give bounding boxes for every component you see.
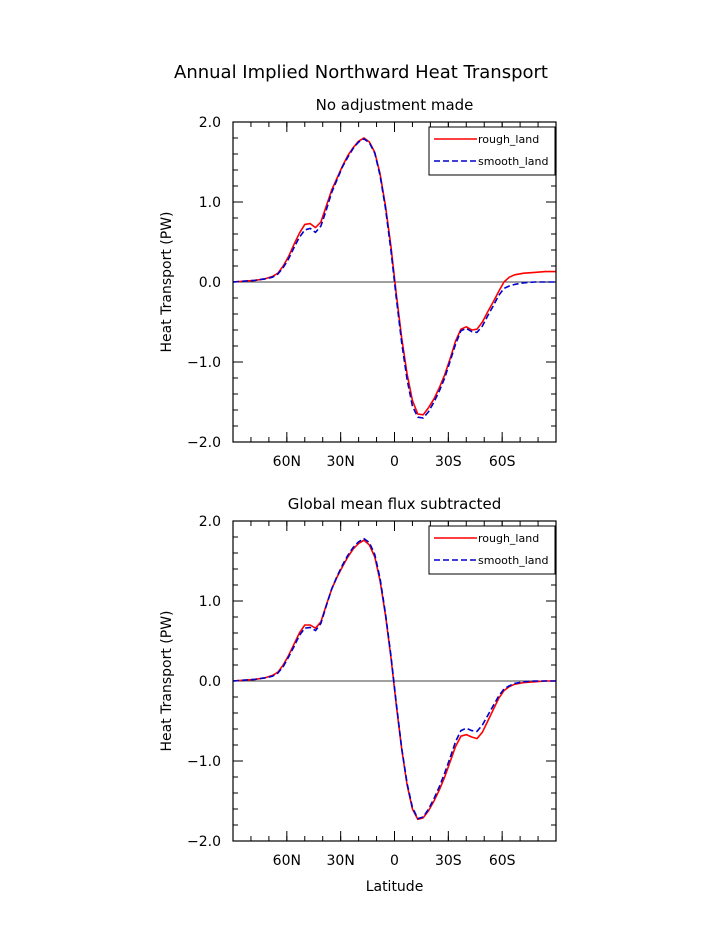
x-axis-label: Latitude [366, 879, 424, 895]
y-tick-label: −2.0 [187, 834, 221, 850]
plot-frame [232, 520, 557, 842]
plot-frame [232, 121, 557, 443]
y-tick-label: −1.0 [187, 754, 221, 770]
legend-label: smooth_land [478, 554, 548, 567]
x-tick-label: 0 [390, 454, 399, 470]
y-tick-label: 0.0 [199, 275, 221, 291]
y-axis-label: Heat Transport (PW) [159, 211, 175, 352]
y-tick-label: 2.0 [199, 514, 221, 530]
legend-label: smooth_land [478, 155, 548, 168]
legend: rough_land smooth_land [428, 525, 556, 575]
figure-title: Annual Implied Northward Heat Transport [174, 62, 548, 83]
x-tick-label: 30S [435, 454, 462, 470]
x-tick-label: 30S [435, 853, 462, 869]
y-axis-label: Heat Transport (PW) [159, 610, 175, 751]
x-tick-label: 60S [489, 454, 516, 470]
legend: rough_land smooth_land [428, 126, 556, 176]
panel-title: No adjustment made [316, 96, 474, 114]
legend-box [428, 126, 556, 176]
x-tick-label: 0 [390, 853, 399, 869]
y-tick-label: 0.0 [199, 674, 221, 690]
legend-box [428, 525, 556, 575]
series-line-smooth-land [232, 138, 556, 419]
y-tick-label: 1.0 [199, 195, 221, 211]
x-tick-label: 60S [489, 853, 516, 869]
y-tick-label: 1.0 [199, 594, 221, 610]
top-panel: No adjustment made 60N 30N 0 30S 60S 2.0 1.0 0.0… [159, 96, 557, 470]
x-tick-label: 30N [327, 454, 355, 470]
bottom-panel: Global mean flux subtracted 60N 30N 0 30S 60S… [159, 495, 557, 895]
x-tick-label: 30N [327, 853, 355, 869]
x-tick-label: 60N [273, 454, 301, 470]
series-line-rough-land [232, 539, 556, 821]
panel-title: Global mean flux subtracted [288, 495, 502, 513]
series-line-smooth-land [232, 537, 556, 820]
legend-label: rough_land [478, 532, 539, 545]
legend-label: rough_land [478, 133, 539, 146]
y-tick-label: 2.0 [199, 115, 221, 131]
y-tick-label: −2.0 [187, 435, 221, 451]
x-tick-label: 60N [273, 853, 301, 869]
y-tick-label: −1.0 [187, 355, 221, 371]
